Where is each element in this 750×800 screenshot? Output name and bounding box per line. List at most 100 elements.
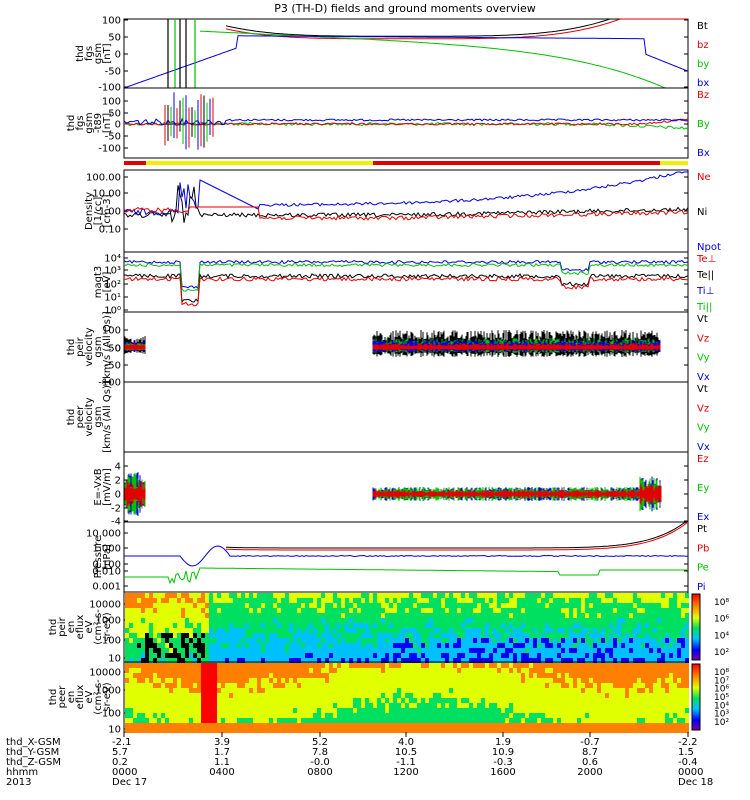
spectrogram-cell	[205, 648, 209, 653]
spectrogram-cell	[497, 603, 501, 608]
spectrogram-cell	[269, 638, 273, 643]
spectrogram-cell	[401, 648, 405, 653]
y-axis-label-line: (cm²-s-	[93, 609, 104, 645]
spectrogram-cell	[541, 628, 545, 633]
spectrogram-cell	[533, 633, 537, 638]
spectrogram-cell	[149, 673, 153, 678]
spectrogram-cell	[465, 603, 469, 608]
spectrogram-cell	[449, 638, 453, 643]
spectrogram-cell	[477, 653, 481, 658]
spectrogram-cell	[129, 713, 133, 718]
spectrogram-cell	[217, 708, 221, 713]
spectrogram-cell	[269, 653, 273, 658]
series-Bz	[123, 118, 689, 126]
y-tick-label: 1000	[96, 686, 121, 697]
spectrogram-cell	[197, 653, 201, 658]
spectrogram-cell	[213, 708, 217, 713]
spectrogram-cell	[145, 708, 149, 713]
y-axis-label-line: Density	[84, 192, 95, 230]
spectrogram-cell	[125, 633, 129, 638]
spectrogram-cell	[181, 723, 185, 728]
spectrogram-cell	[201, 608, 205, 613]
spectrogram-cell	[201, 618, 205, 623]
spectrogram-cell	[577, 628, 581, 633]
spectrogram-cell	[373, 648, 377, 653]
spectrogram-cell	[153, 688, 157, 693]
spectrogram-cell	[385, 603, 389, 608]
spectrogram-cell	[237, 673, 241, 678]
spectrogram-cell	[185, 683, 189, 688]
spectrogram-cell	[629, 653, 633, 658]
spectrogram-cell	[177, 713, 181, 718]
spectrogram-cell	[669, 638, 673, 643]
spectrogram-cell	[213, 683, 217, 688]
spectrogram-cell	[589, 643, 593, 648]
spectrogram-cell	[229, 713, 233, 718]
spectrogram-cell	[241, 663, 245, 668]
spectrogram-cell	[289, 663, 293, 668]
spectrogram-cell	[197, 618, 201, 623]
spectrogram-cell	[577, 633, 581, 638]
spectrogram-cell	[629, 613, 633, 618]
spectrogram-cell	[273, 643, 277, 648]
spectrogram-cell	[169, 603, 173, 608]
spectrogram-cell	[381, 613, 385, 618]
spectrogram-cell	[597, 658, 601, 663]
spectrogram-cell	[585, 603, 589, 608]
spectrogram-cell	[641, 658, 645, 663]
spectrogram-cell	[189, 653, 193, 658]
spectrogram-cell	[273, 623, 277, 628]
spectrogram-cell	[669, 623, 673, 628]
spectrogram-cell	[181, 638, 185, 643]
spectrogram-cell	[149, 703, 153, 708]
spectrogram-cell	[613, 648, 617, 653]
spectrogram-cell	[485, 628, 489, 633]
spectrogram-cell	[185, 643, 189, 648]
spectrogram-cell	[685, 653, 689, 658]
spectrogram-cell	[637, 598, 641, 603]
spectrogram-cell	[177, 608, 181, 613]
spectrogram-cell	[665, 653, 669, 658]
spectrogram-cell	[597, 603, 601, 608]
spectrogram-cell	[373, 613, 377, 618]
spectrogram-cell	[305, 653, 309, 658]
spectrogram-cell	[365, 648, 369, 653]
spectrogram-cell	[429, 603, 433, 608]
spectrogram-cell	[209, 708, 213, 713]
spectrogram-cell	[125, 598, 129, 603]
y-axis-label-line: [1/cc]	[93, 197, 104, 226]
spectrogram-cell	[225, 728, 229, 733]
spectrogram-cell	[333, 658, 337, 663]
spectrogram-cell	[345, 653, 349, 658]
y-tick-label: 100	[102, 97, 121, 108]
spectrogram-cell	[129, 633, 133, 638]
spectrogram-cell	[485, 643, 489, 648]
spectrogram-cell	[185, 628, 189, 633]
spectrogram-cell	[565, 643, 569, 648]
spectrogram-cell	[285, 693, 289, 698]
spectrogram-cell	[625, 628, 629, 633]
spectrogram-cell	[349, 593, 353, 598]
spectrogram-cell	[217, 648, 221, 653]
spectrogram-cell	[533, 623, 537, 628]
spectrogram-cell	[201, 658, 205, 663]
spectrogram-cell	[641, 608, 645, 613]
spectrogram-cell	[329, 608, 333, 613]
spectrogram-cell	[177, 693, 181, 698]
spectrogram-cell	[205, 618, 209, 623]
spectrogram-cell	[593, 648, 597, 653]
spectrogram-cell	[141, 688, 145, 693]
spectrogram-cell	[177, 668, 181, 673]
spectrogram-cell	[329, 593, 333, 598]
spectrogram-cell	[497, 658, 501, 663]
spectrogram-cell	[609, 658, 613, 663]
spectrogram-cell	[173, 648, 177, 653]
spectrogram-cell	[273, 693, 277, 698]
spectrogram-cell	[637, 648, 641, 653]
spectrogram-cell	[629, 648, 633, 653]
spectrogram-cell	[389, 623, 393, 628]
spectrogram-cell	[361, 593, 365, 598]
spectrogram-cell	[441, 648, 445, 653]
spectrogram-cell	[529, 633, 533, 638]
